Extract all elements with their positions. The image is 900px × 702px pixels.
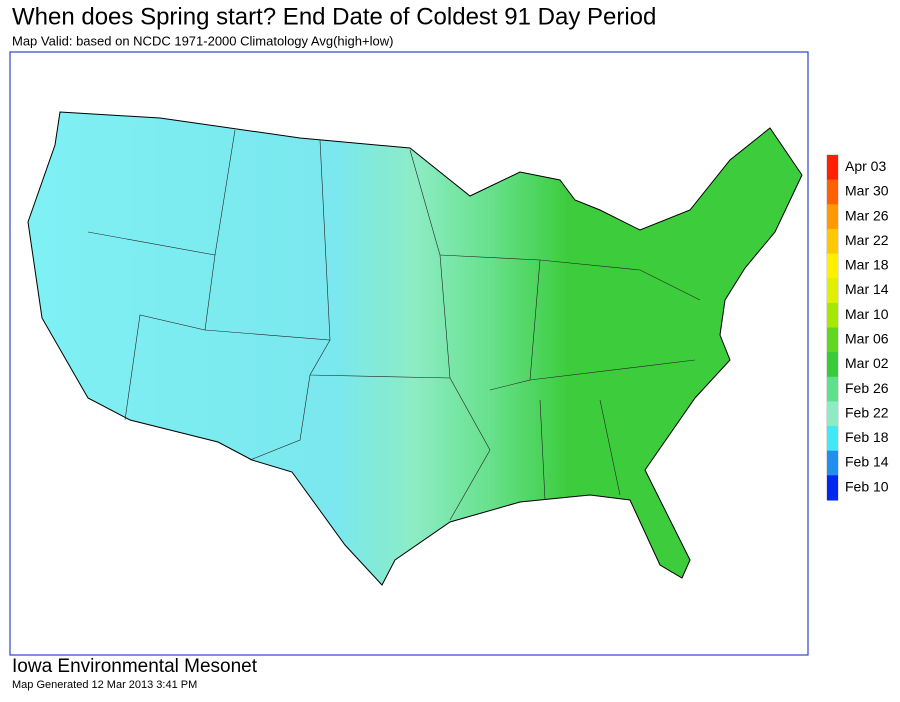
colorbar-segment <box>827 228 838 255</box>
state-line <box>599 399 621 496</box>
colorbar-segment <box>827 278 838 304</box>
colorbar-segment <box>827 352 838 378</box>
colorbar-segment <box>827 204 838 230</box>
colorbar-segment <box>827 327 838 353</box>
state-line <box>249 374 311 461</box>
subtitle: Map Valid: based on NCDC 1971-2000 Clima… <box>12 33 393 48</box>
colorbar-segment <box>827 475 838 501</box>
colorbar-segment <box>827 401 838 427</box>
legend-label: Feb 10 <box>845 478 889 494</box>
state-line <box>449 377 491 521</box>
colorbar-segment <box>827 179 838 205</box>
colorbar-segment <box>827 302 838 328</box>
state-line <box>539 259 701 301</box>
us-land <box>27 111 803 586</box>
footer-generated: Map Generated 12 Mar 2013 3:41 PM <box>12 679 197 691</box>
legend-label: Mar 10 <box>845 306 889 322</box>
legend-label: Mar 06 <box>845 331 889 347</box>
state-line <box>539 399 546 501</box>
legend-label: Mar 02 <box>845 355 889 371</box>
footer-source: Iowa Environmental Mesonet <box>12 656 258 677</box>
legend-label: Mar 14 <box>845 281 889 297</box>
title: When does Spring start? End Date of Cold… <box>12 3 656 30</box>
colorbar-segment <box>827 450 838 476</box>
state-line <box>439 254 541 391</box>
legend-label: Feb 18 <box>845 429 889 445</box>
state-lines <box>87 129 701 521</box>
legend-label: Feb 14 <box>845 454 889 470</box>
state-line <box>124 254 216 421</box>
colorbar-segment <box>827 155 838 181</box>
legend: Apr 03 Mar 30 Mar 26 Mar 22 Mar 18 Mar 14 Mar … <box>827 155 889 501</box>
colorbar-segment <box>827 376 838 402</box>
legend-label: Mar 18 <box>845 257 889 273</box>
state-line <box>529 359 696 381</box>
legend-label: Feb 22 <box>845 404 889 420</box>
colorbar-segment <box>827 253 838 279</box>
legend-label: Mar 26 <box>845 207 889 223</box>
legend-label: Feb 26 <box>845 380 889 396</box>
colorbar-segment <box>827 426 838 452</box>
legend-label: Apr 03 <box>845 158 886 174</box>
legend-label: Mar 22 <box>845 232 889 248</box>
legend-label: Mar 30 <box>845 183 889 199</box>
